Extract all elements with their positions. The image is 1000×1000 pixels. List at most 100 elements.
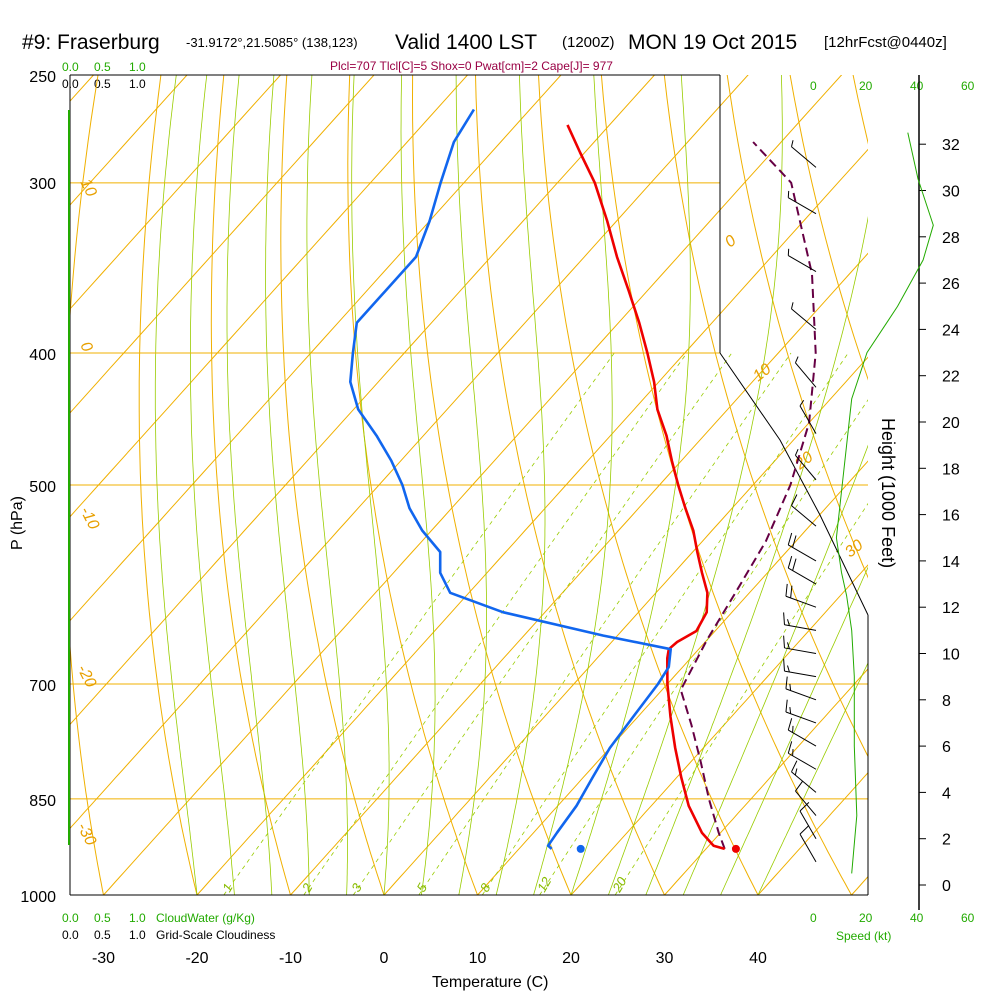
- wind-barb-flag: [787, 642, 790, 649]
- dry-adiabat-line: [537, 75, 759, 895]
- temperature-tick-label: -20: [185, 950, 208, 967]
- wind-barb: [787, 556, 817, 585]
- pressure-tick-label: 250: [29, 69, 56, 86]
- mixing-ratio-label: 3: [348, 880, 365, 894]
- cloudiness-scale-bottom-1: 0.5: [94, 928, 111, 942]
- y-axis-title: P (hPa): [9, 496, 26, 550]
- cloudwater-scale-bottom-0: 0.0: [62, 911, 79, 925]
- wind-barb-flag: [783, 635, 785, 648]
- temperature-tick-label: -30: [92, 950, 115, 967]
- grid-layer: [70, 51, 1000, 924]
- temperature-tick-label: 0: [380, 950, 389, 967]
- moist-adiabat-line: [645, 216, 868, 895]
- wind-barb-flag: [794, 449, 799, 456]
- speed-tick-bottom-60: 60: [961, 911, 975, 925]
- wind-barb-staff: [785, 595, 817, 608]
- wind-barb-flag: [795, 780, 804, 792]
- parcel-parameters: Plcl=707 Tlcl[C]=5 Shox=0 Pwat[cm]=2 Cap…: [330, 59, 613, 73]
- wind-barb-flag: [787, 556, 793, 569]
- height-tick-label: 6: [942, 739, 951, 756]
- wind-barb-flag: [791, 494, 798, 506]
- moist-adiabat-line: [351, 75, 390, 895]
- isotherm-line: [383, 356, 868, 895]
- dry-adiabat-line: [911, 51, 1000, 924]
- wind-barb-flag: [789, 683, 792, 691]
- cloudwater-scale-bottom-2: 1.0: [129, 911, 146, 925]
- wind-barb-flag: [790, 585, 793, 599]
- wind-barb-staff: [784, 624, 817, 631]
- isotherm-line: [102, 75, 843, 895]
- cloudiness-scale-top-1: 0.5: [94, 77, 111, 91]
- wind-barb: [787, 718, 817, 747]
- station-name: #9: Fraserburg: [22, 31, 160, 54]
- wind-barb: [783, 612, 817, 631]
- pressure-tick-label: 700: [29, 678, 56, 695]
- dry-adiabat-line: [852, 75, 868, 145]
- wind-barb: [783, 635, 817, 654]
- wind-barb-flag: [791, 760, 798, 773]
- moist-adiabat-line: [533, 75, 613, 895]
- height-tick-label: 14: [942, 554, 960, 571]
- wind-barb-staff: [785, 688, 817, 701]
- temperature-tick-label: 40: [749, 950, 767, 967]
- wind-barb: [791, 494, 817, 527]
- height-tick-label: 18: [942, 461, 960, 478]
- wind-barb-staff: [799, 405, 817, 434]
- isotherm-line: [70, 75, 95, 102]
- frame-layer: [68, 74, 920, 910]
- wind-barb: [794, 356, 817, 388]
- isotherm-label: 0: [76, 339, 95, 355]
- wind-barb: [791, 140, 817, 168]
- wind-barb: [791, 760, 817, 793]
- cloudiness-scale-top-0: 0.0: [62, 77, 79, 91]
- wind-barb-flag: [794, 768, 798, 776]
- wind-barb-flag: [791, 140, 794, 147]
- isotherm-label: 10: [750, 361, 775, 385]
- valid-date: MON 19 Oct 2015: [628, 31, 797, 54]
- height-tick-label: 2: [942, 832, 951, 849]
- pressure-tick-label: 850: [29, 793, 56, 810]
- wind-barb-staff: [791, 505, 817, 527]
- pressure-tick-label: 500: [29, 479, 56, 496]
- cloudwater-label: CloudWater (g/Kg): [156, 911, 255, 925]
- wind-barb-staff: [795, 362, 817, 388]
- wind-barb-staff: [795, 790, 817, 816]
- isotherm-label: -30: [73, 820, 99, 848]
- cloudwater-scale-top-0: 0.0: [62, 60, 79, 74]
- forecast-info: [12hrFcst@0440z]: [824, 34, 947, 51]
- x-axis-title: Temperature (C): [432, 974, 548, 991]
- wind-barb-staff: [784, 670, 817, 678]
- height-tick-label: 12: [942, 600, 960, 617]
- isotherm-line: [70, 75, 375, 414]
- wind-speed-profile: [835, 132, 934, 874]
- isotherm-label: -20: [73, 662, 99, 690]
- moist-adiabat-line: [306, 75, 348, 895]
- wind-barb: [785, 676, 817, 701]
- wind-barb-flag: [791, 302, 794, 309]
- wind-barb: [799, 825, 817, 863]
- wind-barb-staff: [791, 308, 817, 330]
- plot-frame-diagonal: [719, 352, 869, 616]
- isotherm-line: [476, 460, 868, 895]
- dry-adiabat-line: [973, 51, 1000, 924]
- speed-tick-top-0: 0: [810, 79, 817, 93]
- wind-barb: [799, 399, 817, 434]
- wind-barb: [783, 658, 817, 678]
- wind-barb-staff: [791, 771, 817, 793]
- mixing-ratio-label: 2: [298, 880, 315, 895]
- isotherm-line: [70, 75, 749, 830]
- wind-barb-flag: [785, 676, 788, 689]
- wind-barb-staff: [788, 255, 817, 272]
- dewpoint-trace: [348, 108, 673, 850]
- speed-tick-top-60: 60: [961, 79, 975, 93]
- isotherm-label: -10: [76, 504, 102, 532]
- station-coordinates: -31.9172°,21.5085° (138,123): [186, 35, 358, 50]
- wind-barb-flag: [787, 532, 793, 546]
- wind-barb: [795, 780, 817, 816]
- wind-barb: [794, 449, 817, 481]
- wind-layer: [783, 132, 934, 874]
- wind-barb-flag: [787, 718, 793, 731]
- data-layer: [348, 108, 817, 853]
- wind-barb-flag: [792, 535, 797, 548]
